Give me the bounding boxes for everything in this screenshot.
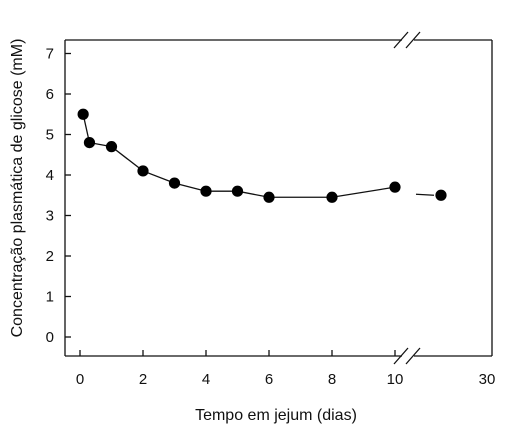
axis-break-mark [393, 347, 409, 365]
data-point [77, 108, 89, 120]
y-tick-label: 0 [46, 329, 54, 346]
y-axis-label: Concentração plasmática de glicose (mM) [9, 39, 26, 338]
data-point [435, 189, 447, 201]
x-tick-label: 4 [202, 371, 210, 388]
data-point [83, 137, 96, 149]
data-point [168, 177, 181, 189]
y-tick-label: 6 [46, 86, 54, 103]
y-tick-label: 3 [46, 208, 54, 225]
series-line [82, 114, 396, 198]
x-tick-label: 0 [76, 371, 84, 388]
axis-break-mark [405, 347, 421, 365]
axis-break-mark [405, 31, 421, 49]
x-axis-label: Tempo em jejum (dias) [195, 407, 357, 424]
series-lines [82, 114, 435, 198]
y-tick-label: 2 [46, 248, 54, 265]
data-point [200, 185, 212, 197]
data-point [105, 141, 118, 153]
x-tick-label: 10 [387, 371, 404, 388]
y-axis: 0 1 2 3 4 5 6 7 [46, 46, 71, 346]
y-tick-label: 5 [46, 127, 54, 144]
data-point [137, 165, 149, 177]
x-tick-label: 6 [265, 371, 273, 388]
axis-break-marks [393, 31, 421, 365]
x-tick-label: 30 [479, 371, 496, 388]
axis-break-mark [393, 31, 409, 49]
y-tick-label: 1 [46, 289, 54, 306]
x-tick-label: 8 [328, 371, 336, 388]
series-points [77, 108, 447, 203]
plot-frame [64, 39, 493, 357]
data-point [263, 191, 275, 203]
data-point [231, 185, 244, 197]
x-tick-label: 2 [139, 371, 147, 388]
series-line-after-break [415, 193, 435, 196]
x-axis: 0 2 4 6 8 10 30 [76, 350, 496, 388]
y-tick-label: 7 [46, 46, 54, 63]
data-point [326, 191, 338, 203]
y-tick-label: 4 [46, 167, 54, 184]
data-point [389, 181, 401, 193]
